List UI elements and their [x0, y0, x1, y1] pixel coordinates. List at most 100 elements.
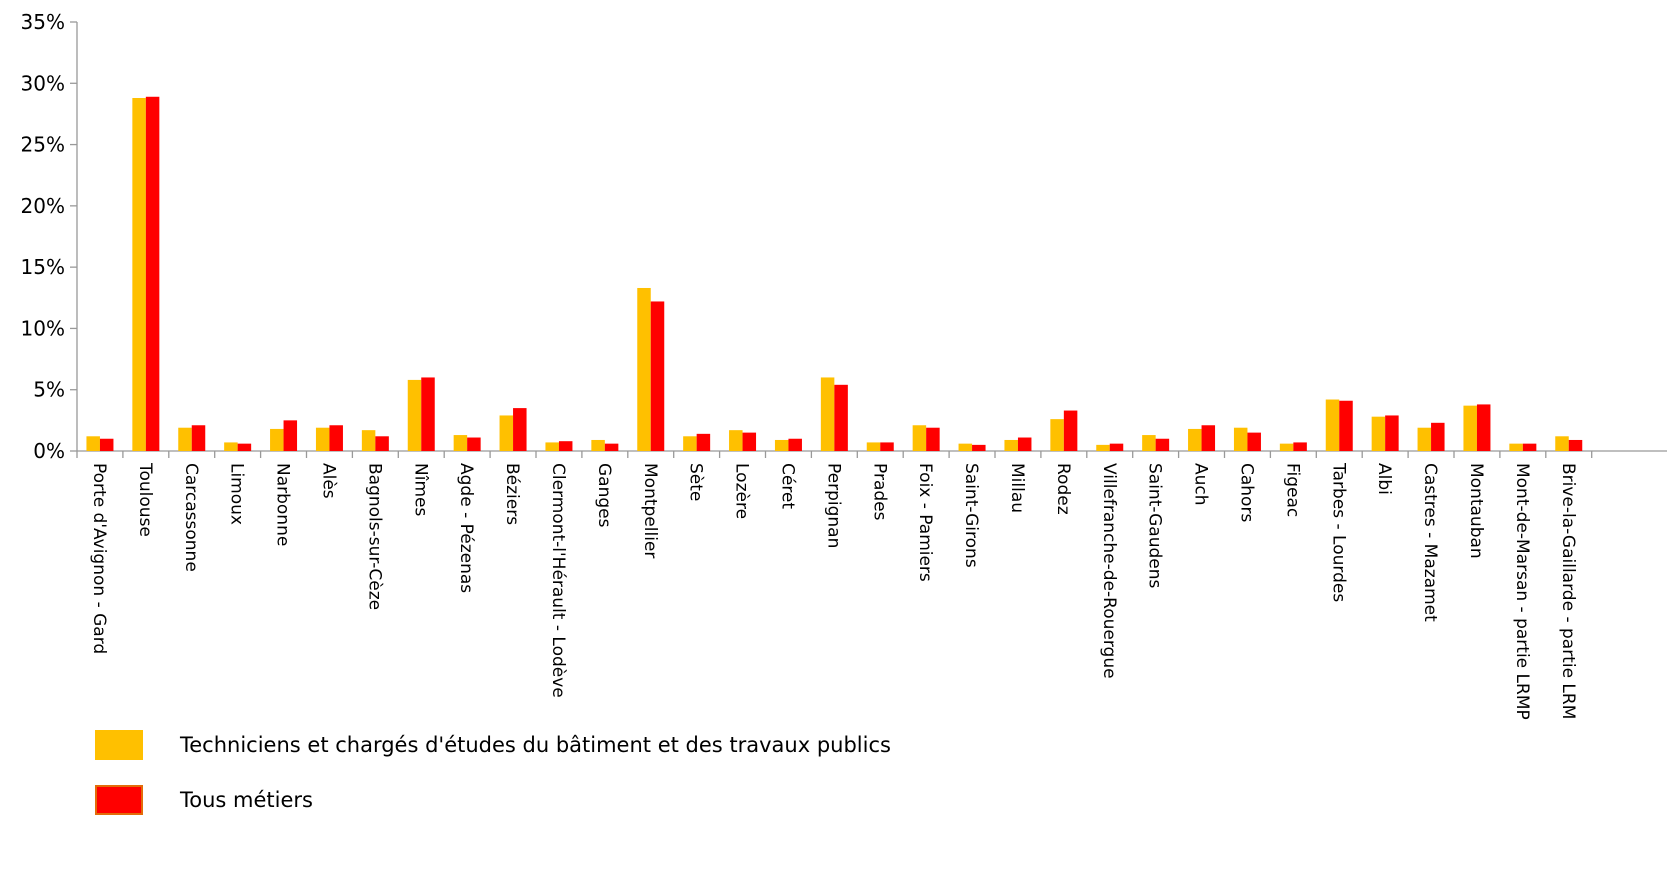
- bar-tous-metiers: [1109, 443, 1124, 451]
- bar-techniciens: [1279, 443, 1294, 451]
- bar-tous-metiers: [237, 443, 252, 451]
- x-category-label: Montpellier: [640, 463, 660, 558]
- bar-techniciens: [224, 442, 238, 451]
- bar-tous-metiers: [972, 444, 986, 451]
- bar-techniciens: [1509, 443, 1523, 451]
- bar-tous-metiers: [1339, 400, 1353, 451]
- x-category-label: Montauban: [1466, 463, 1486, 559]
- x-category-label: Toulouse: [135, 462, 155, 537]
- bar-techniciens: [361, 430, 376, 451]
- bar-tous-metiers: [604, 443, 619, 451]
- x-category-label: Lozère: [732, 463, 752, 519]
- legend-swatch-series-1: [95, 730, 143, 760]
- bar-tous-metiers: [926, 427, 940, 451]
- x-category-label: Saint-Girons: [961, 463, 981, 568]
- bar-tous-metiers: [696, 433, 711, 451]
- bar-techniciens: [774, 439, 789, 451]
- x-category-label: Ganges: [594, 463, 614, 528]
- x-category-label: Saint-Gaudens: [1145, 463, 1165, 589]
- y-tick-label: 30%: [21, 71, 65, 95]
- bar-techniciens: [1188, 428, 1202, 451]
- bar-techniciens: [315, 427, 330, 451]
- bar-techniciens: [132, 97, 146, 451]
- bars: [86, 96, 1583, 452]
- bar-techniciens: [270, 428, 284, 451]
- x-category-label: Alès: [318, 463, 338, 499]
- bar-tous-metiers: [421, 377, 435, 451]
- bar-tous-metiers: [1201, 425, 1216, 451]
- bar-tous-metiers: [375, 436, 389, 451]
- legend-label-series-1: Techniciens et chargés d'études du bâtim…: [180, 733, 891, 757]
- x-category-label: Porte d'Avignon - Gard: [89, 463, 109, 654]
- bar-techniciens: [1371, 416, 1386, 451]
- bar-techniciens: [1463, 405, 1477, 451]
- bar-techniciens: [1417, 427, 1432, 451]
- bar-tous-metiers: [650, 301, 665, 451]
- x-category-label: Bagnols-sur-Cèze: [364, 463, 384, 610]
- x-category-label: Céret: [777, 463, 797, 509]
- bar-tous-metiers: [1431, 422, 1445, 451]
- y-tick-label: 25%: [21, 133, 65, 157]
- legend-swatch-series-2: [95, 785, 143, 815]
- bar-techniciens: [866, 442, 881, 451]
- y-tick-label: 0%: [33, 439, 65, 463]
- bar-techniciens: [1004, 439, 1018, 451]
- x-category-label: Prades: [869, 463, 889, 521]
- y-tick-label: 35%: [21, 10, 65, 34]
- bar-tous-metiers: [191, 425, 206, 451]
- bar-tous-metiers: [1568, 439, 1583, 451]
- x-category-label: Figeac: [1282, 463, 1302, 517]
- bar-tous-metiers: [880, 442, 894, 451]
- legend: Techniciens et chargés d'études du bâtim…: [95, 730, 891, 840]
- bar-techniciens: [86, 436, 100, 451]
- x-category-label: Sète: [686, 463, 706, 501]
- bar-techniciens: [407, 379, 422, 451]
- y-tick-label: 5%: [33, 378, 65, 402]
- bar-techniciens: [820, 377, 835, 451]
- bar-techniciens: [178, 427, 192, 451]
- x-category-label: Cahors: [1236, 463, 1256, 522]
- bar-tous-metiers: [145, 96, 160, 452]
- bar-tous-metiers: [742, 432, 757, 451]
- bar-techniciens: [912, 425, 927, 451]
- x-category-label: Auch: [1191, 463, 1211, 506]
- bar-techniciens: [637, 287, 651, 451]
- x-category-label: Castres - Mazamet: [1420, 463, 1440, 622]
- y-axis: 0% 5% 10% 15% 20% 25% 30% 35%: [21, 10, 78, 463]
- bar-tous-metiers: [1155, 438, 1170, 451]
- x-category-label: Narbonne: [273, 463, 293, 546]
- x-category-label: Carcassonne: [181, 463, 201, 572]
- x-category-label: Millau: [1007, 463, 1027, 513]
- y-tick-label: 10%: [21, 316, 65, 340]
- x-category-label: Mont-de-Marsan - partie LRMP: [1512, 463, 1532, 720]
- bar-tous-metiers: [1385, 415, 1399, 451]
- bar-techniciens: [1555, 436, 1569, 451]
- bar-techniciens: [545, 442, 559, 451]
- bar-techniciens: [1050, 419, 1064, 451]
- x-category-label: Limoux: [227, 463, 247, 525]
- bar-techniciens: [591, 439, 605, 451]
- bar-techniciens: [1233, 427, 1248, 451]
- legend-item-series-1: Techniciens et chargés d'études du bâtim…: [95, 730, 891, 760]
- bar-techniciens: [453, 435, 468, 451]
- legend-item-series-2: Tous métiers: [95, 785, 891, 815]
- x-category-label: Agde - Pézenas: [456, 463, 476, 593]
- x-category-label: Foix - Pamiers: [915, 463, 935, 582]
- bar-tous-metiers: [834, 384, 848, 451]
- bar-tous-metiers: [99, 438, 114, 451]
- bar-techniciens: [499, 415, 514, 451]
- bar-tous-metiers: [1063, 410, 1078, 451]
- legend-label-series-2: Tous métiers: [180, 788, 313, 812]
- x-axis: [76, 450, 1667, 458]
- bar-tous-metiers: [558, 441, 573, 451]
- x-category-label: Béziers: [502, 463, 522, 525]
- x-category-label: Clermont-l'Hérault - Lodève: [548, 463, 568, 698]
- bar-tous-metiers: [283, 420, 298, 451]
- x-category-label: Albi: [1374, 463, 1394, 495]
- bar-tous-metiers: [513, 408, 527, 451]
- bar-tous-metiers: [329, 425, 343, 451]
- bar-tous-metiers: [1247, 432, 1261, 451]
- bar-tous-metiers: [1017, 437, 1032, 451]
- bar-tous-metiers: [788, 438, 802, 451]
- bar-techniciens: [683, 436, 697, 451]
